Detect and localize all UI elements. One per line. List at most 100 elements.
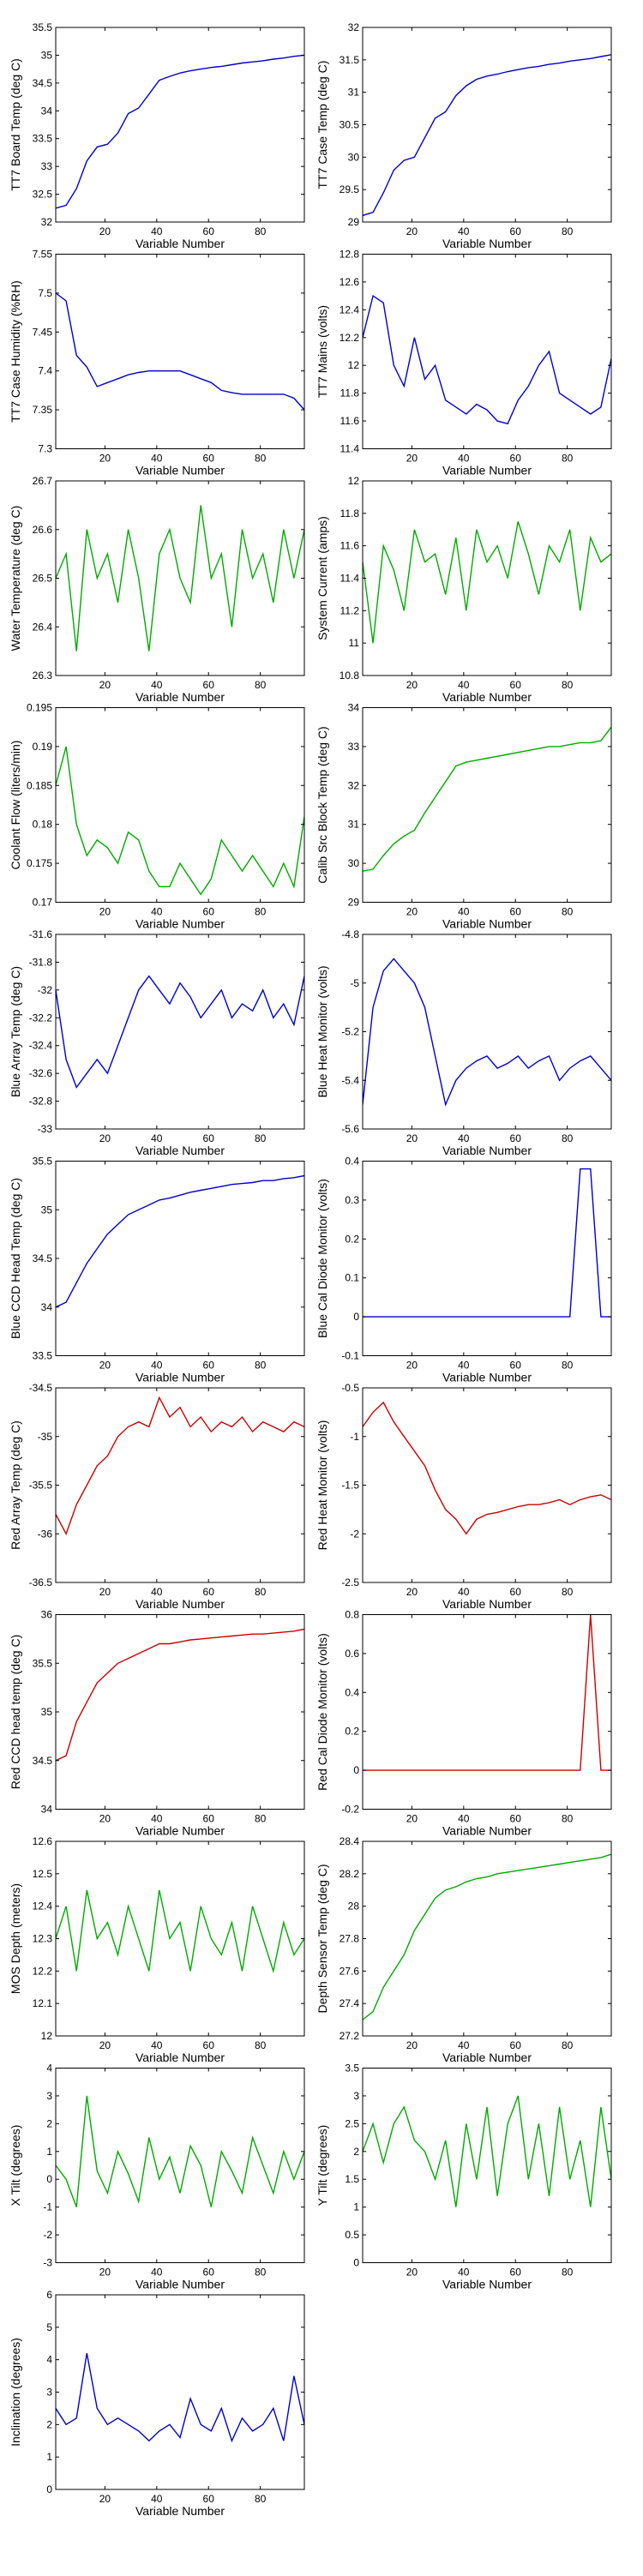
y-tick-label: 0 [46,2483,52,2495]
y-tick-label: -0.5 [341,1382,359,1394]
y-tick-label: 0.2 [345,1233,359,1245]
y-tick-label: -5.6 [341,1123,359,1135]
plot-frame [55,1387,305,1583]
x-axis-label: Variable Number [442,1824,532,1838]
chart-panel: -3 -2 -1 0 1 2 3 4 20 40 60 80 Variable Number X Tilt… [9,2063,305,2291]
y-tick-label: 12 [348,359,360,371]
y-tick-label: 12.2 [340,332,360,344]
y-tick-label: -32.2 [29,1012,53,1024]
plot-frame [55,1614,305,1810]
series-line [56,2095,304,2207]
y-tick-label: -36 [38,1528,53,1540]
y-tick-label: 12.4 [33,1900,53,1912]
y-tick-label: 7.5 [38,287,52,299]
y-tick-label: 0.2 [345,1726,359,1738]
y-tick-label: -3 [43,2257,52,2269]
y-tick-label: -1.5 [341,1480,359,1492]
x-tick-label: 60 [203,1132,215,1144]
y-tick-label: 11.6 [340,540,360,552]
y-tick-label: 0.19 [33,741,53,753]
series-line [363,958,611,1107]
y-tick-label: -32 [38,984,53,996]
x-tick-label: 60 [203,453,215,465]
x-tick-label: 40 [458,453,470,465]
chart-panel: 32 32.5 33 33.5 34 34.5 35 35.5 20 40 60 80 Variable… [9,21,305,250]
y-tick-label: 12.1 [33,1997,53,2009]
series-line [56,292,304,411]
y-tick-label: 2 [353,2146,359,2158]
series-line [363,726,611,872]
y-tick-label: 27.2 [340,2030,360,2042]
y-tick-label: 12.6 [340,276,360,288]
x-tick-label: 20 [406,1813,418,1825]
y-axis-label: Blue CCD Head Temp (deg C) [9,1178,22,1339]
series-line [56,505,304,652]
series-line [363,521,611,644]
y-tick-label: 0 [46,2173,52,2185]
y-tick-label: -35.5 [29,1480,53,1492]
y-tick-label: 11.2 [340,604,360,616]
x-tick-label: 20 [99,2493,111,2505]
chart-panel: 29 29.5 30 30.5 31 31.5 32 20 40 60 80 Variable Num… [315,21,612,250]
x-axis-label: Variable Number [442,2278,532,2291]
y-tick-label: 0.1 [345,1272,359,1284]
y-axis-label: Red CCD head temp (deg C) [9,1635,22,1790]
series-line [363,1168,611,1318]
plot-frame [55,1840,305,2037]
x-tick-label: 20 [99,2039,111,2051]
y-tick-label: -4.8 [341,928,359,940]
x-axis-label: Variable Number [135,690,225,704]
y-tick-label: 32 [348,21,360,33]
y-tick-label: 26.6 [33,524,53,536]
y-tick-label: -2.5 [341,1576,359,1588]
y-tick-label: 27.4 [340,1997,360,2009]
y-axis-label: Calib Src Block Temp (deg C) [315,726,329,883]
x-tick-label: 40 [458,679,470,691]
chart-panel: 0 1 2 3 4 5 6 20 40 60 80 Variable Number Inclinatio… [9,2289,305,2518]
y-tick-label: 30 [348,857,360,869]
chart-panel: -2.5 -2 -1.5 -1 -0.5 20 40 60 80 Variable Number R… [315,1382,612,1611]
y-tick-label: 35 [41,1204,53,1216]
y-tick-label: 12.5 [33,1868,53,1880]
y-tick-label: -34.5 [29,1382,53,1394]
x-tick-label: 20 [406,679,418,691]
y-tick-label: 5 [46,2321,52,2333]
chart-panel: -0.2 0 0.2 0.4 0.6 0.8 20 40 60 80 Variable Number… [315,1609,612,1838]
x-tick-label: 60 [203,679,215,691]
y-tick-label: -5.4 [341,1074,359,1086]
y-tick-label: 34 [41,1804,53,1816]
y-axis-label: Coolant Flow (liters/min) [9,741,22,870]
plot-frame [362,934,612,1130]
x-tick-label: 40 [151,1813,163,1825]
series-line [56,1396,304,1536]
y-tick-label: 32 [348,779,360,791]
plot-frame [362,1840,612,2037]
x-tick-label: 40 [151,679,163,691]
x-axis-label: Variable Number [135,2278,225,2291]
x-tick-label: 60 [510,1132,522,1144]
plot-frame [55,934,305,1130]
x-tick-label: 60 [510,679,522,691]
series-line [56,746,304,896]
x-tick-label: 60 [203,1360,215,1372]
y-tick-label: 26.3 [33,670,53,682]
plot-frame [362,480,612,676]
y-tick-label: 3 [46,2090,52,2102]
y-tick-label: -31.8 [29,956,53,968]
x-tick-label: 20 [99,679,111,691]
y-tick-label: 33.5 [33,1350,53,1362]
x-tick-label: 40 [151,2039,163,2051]
x-axis-label: Variable Number [442,690,532,704]
x-tick-label: 60 [203,1813,215,1825]
x-tick-label: 40 [151,1586,163,1598]
x-tick-label: 20 [406,906,418,918]
y-tick-label: -5.2 [341,1026,359,1038]
x-tick-label: 80 [255,1132,267,1144]
plot-frame [362,2068,612,2263]
chart-panel: 12 12.1 12.2 12.3 12.4 12.5 12.6 20 40 60 80 Variab… [9,1835,305,2064]
x-tick-label: 80 [562,225,574,237]
y-tick-label: 35 [41,49,53,61]
x-tick-label: 60 [203,1586,215,1598]
x-axis-label: Variable Number [135,464,225,477]
chart-panel: 26.3 26.4 26.5 26.6 26.7 20 40 60 80 Variable Num… [9,475,305,704]
